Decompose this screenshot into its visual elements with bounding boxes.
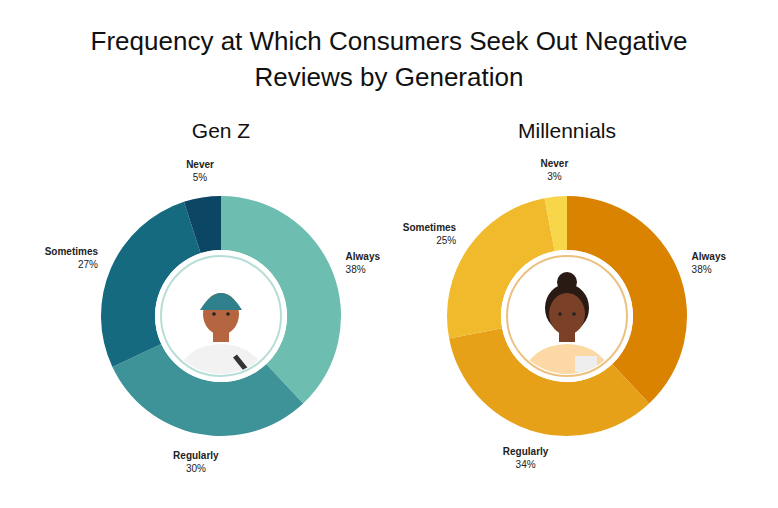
avatar-head (549, 293, 585, 335)
avatar-eye (558, 312, 562, 316)
slices (101, 196, 341, 436)
avatar-eye (572, 312, 576, 316)
donut-slice (184, 196, 221, 253)
slice-category-label: Always (692, 251, 727, 262)
slice-category-label: Sometimes (45, 246, 99, 257)
avatar-body (177, 344, 265, 412)
avatar-strap (235, 356, 251, 376)
avatar-eye (226, 312, 230, 316)
slice-value-label: 27% (78, 259, 98, 270)
slice-value-label: 30% (186, 463, 206, 474)
chart-canvas: Frequency at Which Consumers Seek Out Ne… (0, 0, 778, 508)
panel-title: Gen Z (192, 119, 251, 142)
avatar-eye (212, 312, 216, 316)
donut-panel: Millennials Always 38% Regularly 34% Sometime… (403, 119, 727, 470)
slice-value-label: 38% (346, 264, 366, 275)
panel-title: Millennials (518, 119, 616, 142)
donut-slice (112, 344, 303, 436)
slice-value-label: 3% (547, 171, 562, 182)
donut-slice (545, 196, 567, 251)
chart-title-line: Frequency at Which Consumers Seek Out Ne… (91, 26, 688, 56)
slice-category-label: Regularly (173, 450, 219, 461)
donut-panel: Gen Z Always 38% Regularly 30% Sometimes 27% Ne… (45, 119, 381, 474)
slice-value-label: 34% (516, 459, 536, 470)
chart-title-line: Reviews by Generation (255, 62, 524, 92)
slice-category-label: Never (186, 159, 214, 170)
avatar-beanie (200, 293, 242, 310)
avatar-body (523, 344, 611, 412)
slice-category-label: Regularly (503, 446, 549, 457)
slice-category-label: Sometimes (403, 222, 457, 233)
slice-category-label: Never (540, 158, 568, 169)
slice-value-label: 38% (692, 264, 712, 275)
slice-value-label: 5% (193, 172, 208, 183)
slices (447, 196, 687, 436)
slice-category-label: Always (346, 251, 381, 262)
avatar (523, 272, 611, 412)
slice-value-label: 25% (436, 235, 456, 246)
avatar (177, 293, 265, 412)
avatar-paper (575, 356, 597, 372)
chart-title: Frequency at Which Consumers Seek Out Ne… (91, 26, 688, 92)
